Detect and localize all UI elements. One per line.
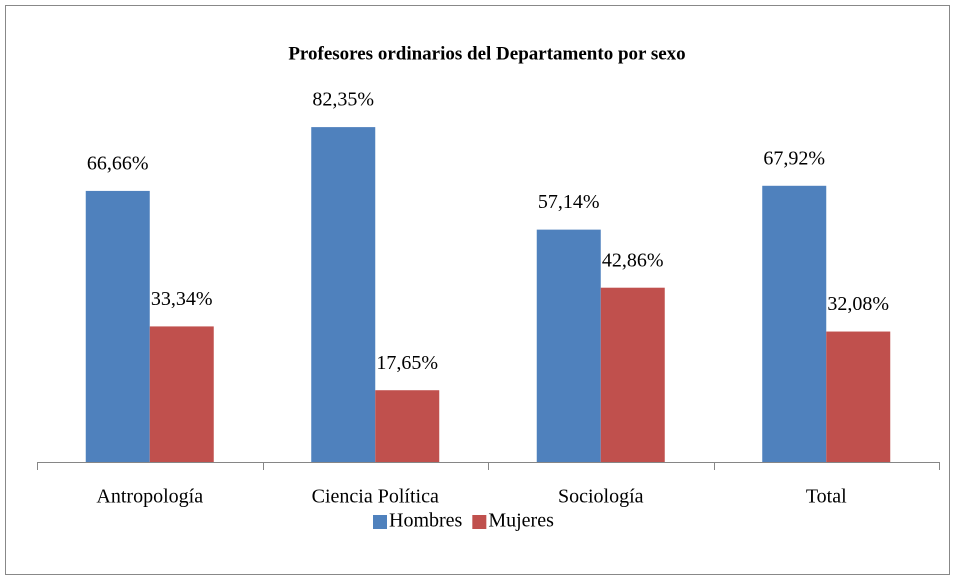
legend-label: Mujeres — [488, 510, 554, 532]
data-label: 33,34% — [151, 288, 213, 310]
x-tick-label: Antropología — [96, 486, 203, 508]
data-label: 82,35% — [312, 89, 374, 111]
data-label: 66,66% — [87, 153, 149, 175]
bar — [375, 390, 440, 462]
data-label: 67,92% — [763, 147, 825, 169]
legend-swatch — [472, 515, 487, 529]
legend-label: Hombres — [389, 510, 463, 532]
x-tick-label: Sociología — [558, 486, 644, 508]
x-tick-label: Total — [806, 486, 847, 508]
bar — [311, 127, 376, 463]
data-label: 32,08% — [827, 293, 889, 315]
chart-title: Profesores ordinarios del Departamento p… — [288, 43, 685, 64]
bar — [600, 287, 665, 462]
bar — [762, 185, 827, 463]
bar — [826, 331, 891, 462]
legend-swatch — [373, 515, 387, 529]
data-label: 17,65% — [376, 352, 438, 374]
x-tick-label: Ciencia Política — [312, 486, 439, 508]
data-label: 42,86% — [602, 249, 664, 271]
bar — [149, 326, 214, 462]
data-label: 57,14% — [538, 191, 600, 213]
bar — [85, 190, 150, 462]
bar — [536, 229, 601, 462]
